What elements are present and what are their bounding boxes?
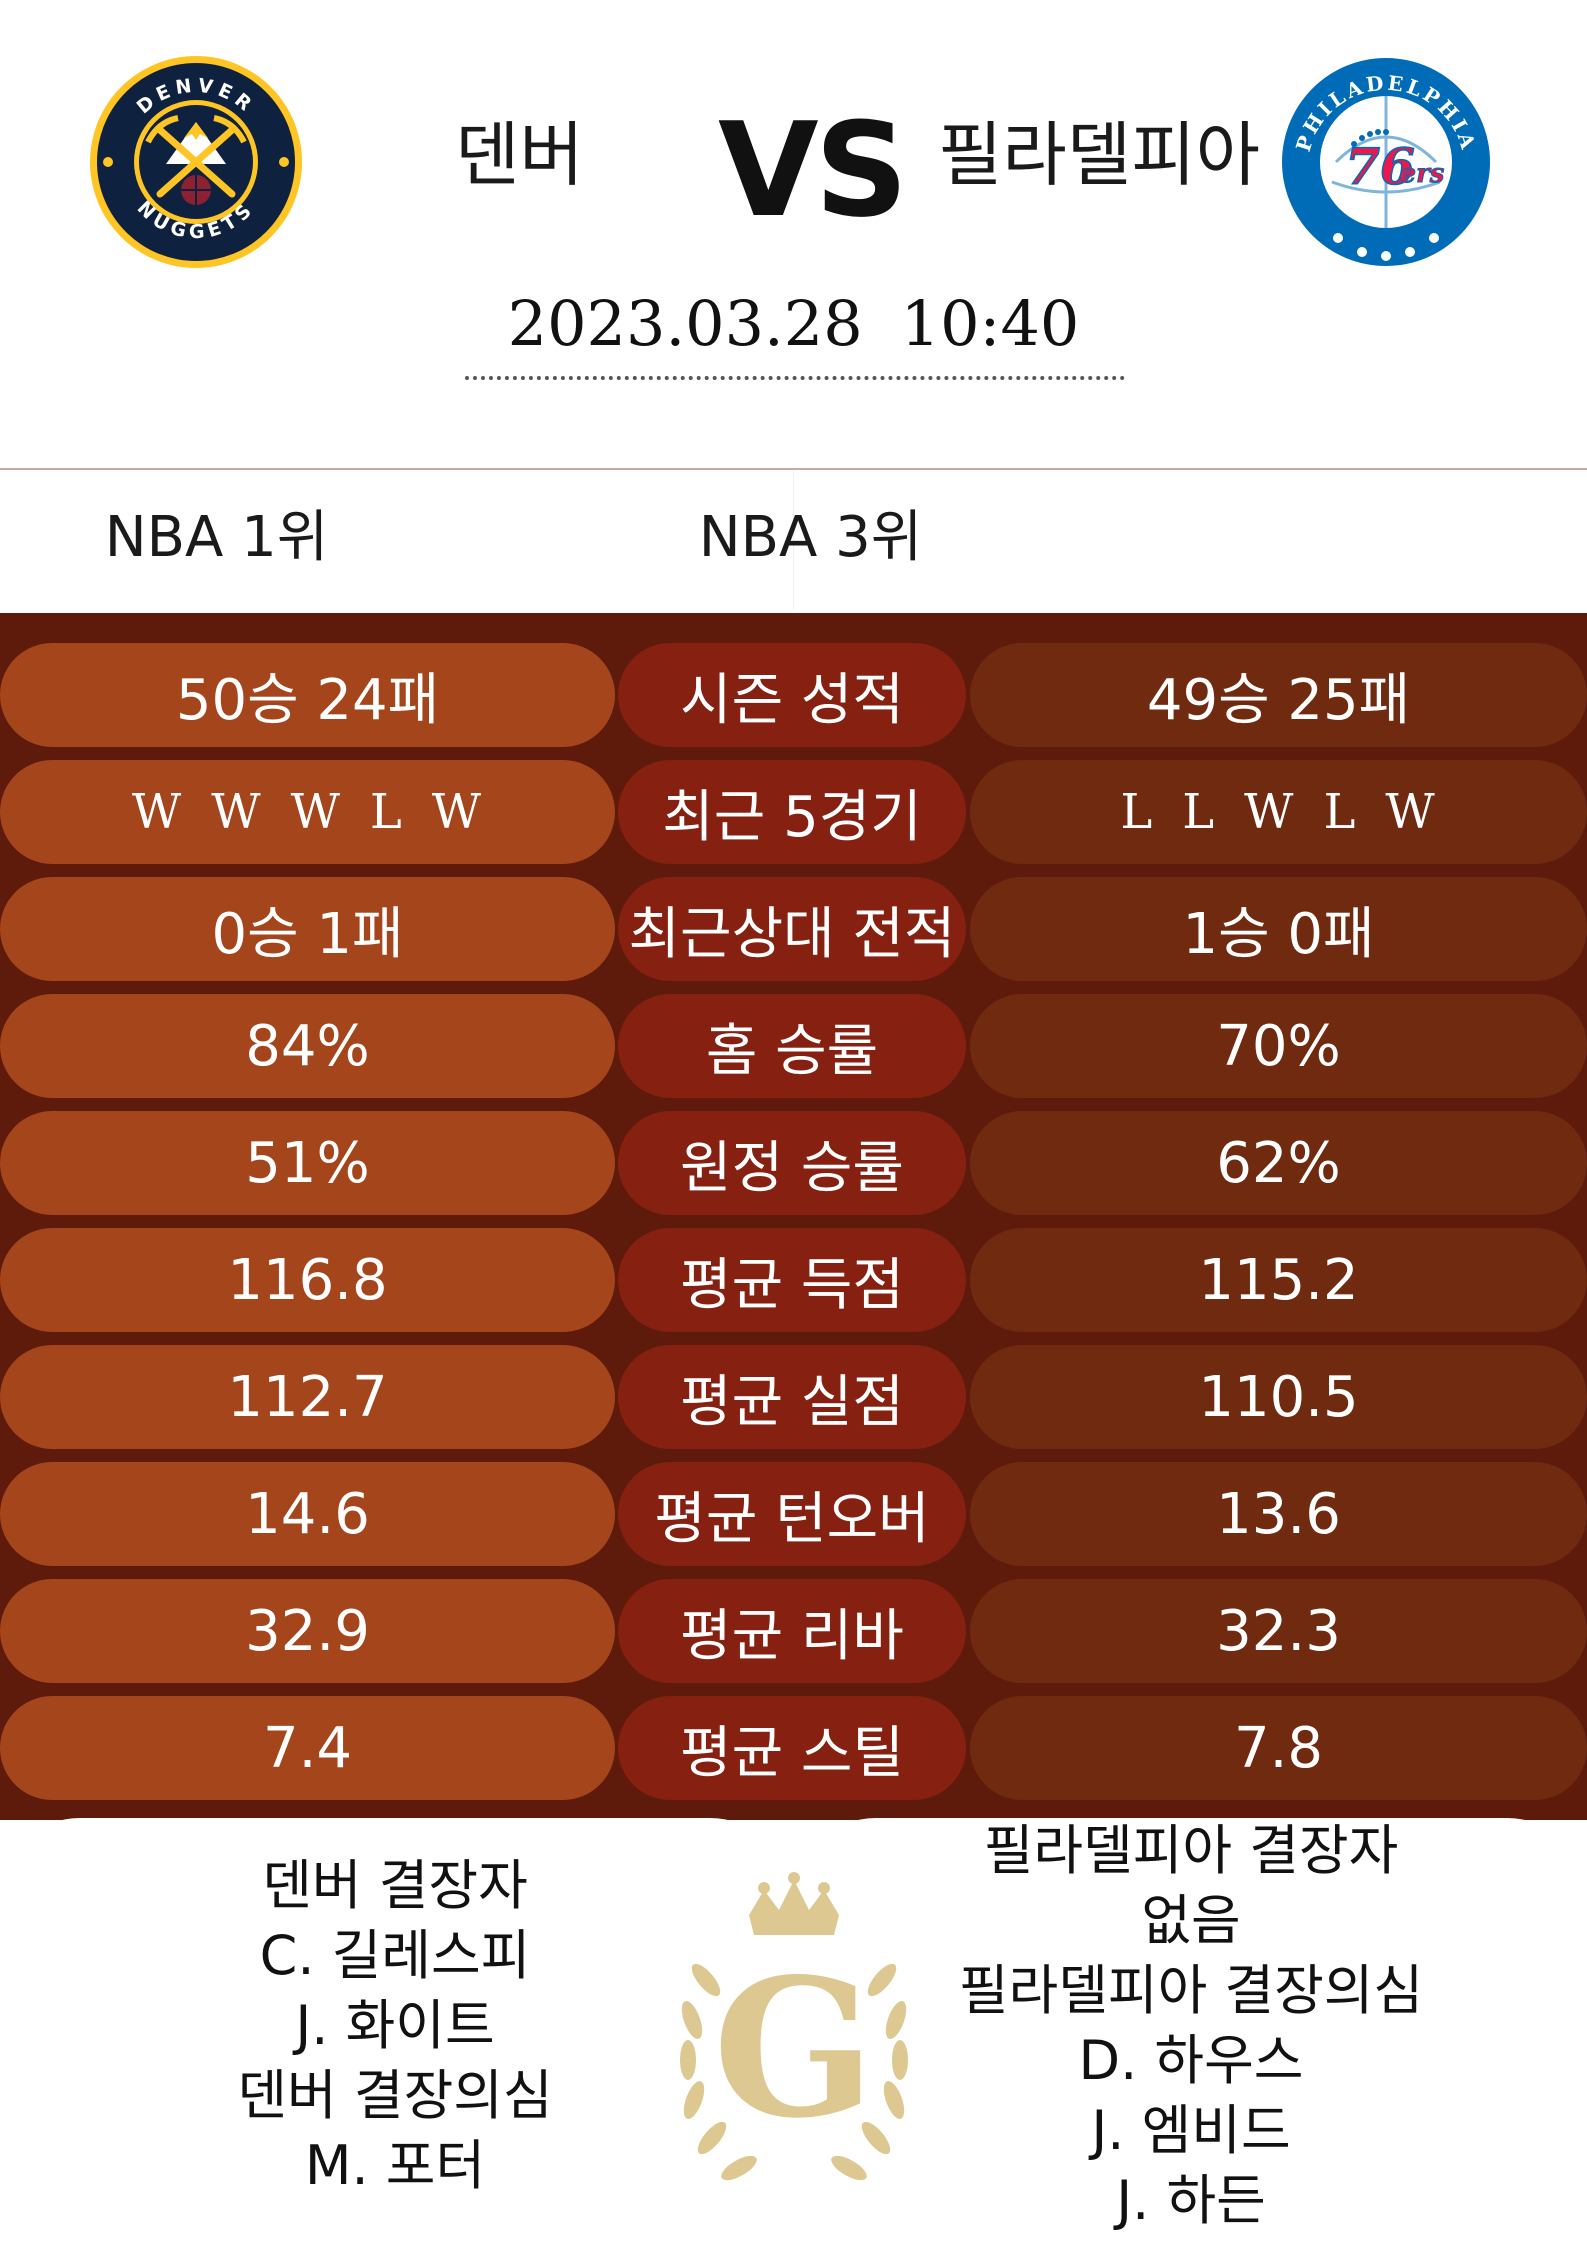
- away-stat-value: 13.6: [970, 1462, 1587, 1566]
- form-result: L: [1323, 784, 1358, 840]
- denver-nuggets-logo: DENVER NUGGETS: [86, 52, 306, 272]
- home-stat-value: 84%: [0, 994, 615, 1098]
- injury-line: J. 엠비드: [1091, 2099, 1291, 2162]
- dotted-divider: [465, 376, 1125, 380]
- home-stat-value: 32.9: [0, 1579, 615, 1683]
- injury-line: J. 하든: [1116, 2169, 1266, 2232]
- form-result: L: [1120, 784, 1155, 840]
- form-result: L: [369, 784, 404, 840]
- form-result: W: [1385, 784, 1437, 840]
- home-rank: NBA 1위: [104, 505, 329, 570]
- stat-row-home-winrate: 84% 홈 승률 70%: [0, 994, 1587, 1098]
- home-injury-list: 덴버 결장자 C. 길레스피 J. 화이트 덴버 결장의심 M. 포터: [80, 1851, 710, 2201]
- away-stat-value: 115.2: [970, 1228, 1587, 1332]
- injury-line: J. 화이트: [295, 1994, 495, 2057]
- form-result: W: [131, 784, 184, 840]
- stat-label: 원정 승률: [618, 1111, 966, 1215]
- away-injury-list: 필라델피아 결장자 없음 필라델피아 결장의심 D. 하우스 J. 엠비드 J.…: [836, 1816, 1546, 2236]
- away-stat-value: 32.3: [970, 1579, 1587, 1683]
- home-stat-value: 50승 24패: [0, 643, 615, 747]
- away-stat-value: 110.5: [970, 1345, 1587, 1449]
- away-rank: NBA 3위: [698, 505, 923, 570]
- stat-label: 시즌 성적: [618, 643, 966, 747]
- stat-row-points-allowed: 112.7 평균 실점 110.5: [0, 1345, 1587, 1449]
- stat-label: 홈 승률: [618, 994, 966, 1098]
- stat-row-steals: 7.4 평균 스틸 7.8: [0, 1696, 1587, 1800]
- away-team-name: 필라델피아: [938, 114, 1260, 196]
- injury-line: 필라델피아 결장자: [983, 1819, 1399, 1882]
- home-stat-value: 7.4: [0, 1696, 615, 1800]
- philadelphia-76ers-logo: PHILADELPHIA 76 ers: [1276, 52, 1496, 272]
- match-date: 2023.03.28: [507, 287, 863, 360]
- away-stat-value: 49승 25패: [970, 643, 1587, 747]
- logo-ers: ers: [1400, 159, 1445, 189]
- match-time: 10:40: [900, 287, 1080, 360]
- injury-line: D. 하우스: [1078, 2029, 1304, 2092]
- away-injury-card: 필라델피아 결장자 없음 필라델피아 결장의심 D. 하우스 J. 엠비드 J.…: [796, 1818, 1587, 2258]
- crown-laurel-emblem: G: [634, 1860, 954, 2220]
- form-result: W: [431, 784, 484, 840]
- stat-label: 평균 실점: [618, 1345, 966, 1449]
- stat-row-head-to-head: 0승 1패 최근상대 전적 1승 0패: [0, 877, 1587, 981]
- stat-row-away-winrate: 51% 원정 승률 62%: [0, 1111, 1587, 1215]
- stat-row-rebounds: 32.9 평균 리바 32.3: [0, 1579, 1587, 1683]
- injury-line: C. 길레스피: [259, 1924, 531, 1987]
- match-datetime: 2023.03.28 10:40: [0, 284, 1587, 364]
- stat-row-season: 50승 24패 시즌 성적 49승 25패: [0, 643, 1587, 747]
- form-result: L: [1182, 784, 1217, 840]
- stat-label: 평균 스틸: [618, 1696, 966, 1800]
- stat-label: 최근 5경기: [618, 760, 966, 864]
- versus-label: VS: [718, 94, 908, 246]
- stat-label: 평균 득점: [618, 1228, 966, 1332]
- form-result: W: [1244, 784, 1296, 840]
- logo-number: 76: [1345, 137, 1415, 196]
- stat-label: 평균 리바: [618, 1579, 966, 1683]
- away-stat-value: 70%: [970, 994, 1587, 1098]
- injury-line: 덴버 결장자: [262, 1854, 528, 1917]
- home-stat-value: 14.6: [0, 1462, 615, 1566]
- away-stat-value: 7.8: [970, 1696, 1587, 1800]
- rank-divider: [793, 470, 794, 610]
- form-result: W: [211, 784, 263, 840]
- stat-label: 최근상대 전적: [618, 877, 966, 981]
- header-divider: [0, 468, 1587, 470]
- injury-line: 덴버 결장의심: [237, 2064, 553, 2127]
- home-stat-value: 0승 1패: [0, 877, 615, 981]
- injury-line: 필라델피아 결장의심: [958, 1959, 1424, 2022]
- home-injury-card: 덴버 결장자 C. 길레스피 J. 화이트 덴버 결장의심 M. 포터: [0, 1818, 790, 2258]
- injury-line: M. 포터: [304, 2134, 486, 2197]
- injury-line: 없음: [1141, 1889, 1241, 1952]
- stat-label: 평균 턴오버: [618, 1462, 966, 1566]
- home-team-name: 덴버: [455, 114, 584, 196]
- away-stat-value: 62%: [970, 1111, 1587, 1215]
- home-stat-value: 51%: [0, 1111, 615, 1215]
- home-stat-value: 112.7: [0, 1345, 615, 1449]
- form-result: W: [290, 784, 342, 840]
- emblem-letter: G: [713, 1937, 875, 2160]
- home-stat-value: 116.8: [0, 1228, 615, 1332]
- stat-row-points: 116.8 평균 득점 115.2: [0, 1228, 1587, 1332]
- away-stat-value: 1승 0패: [970, 877, 1587, 981]
- stat-row-turnovers: 14.6 평균 턴오버 13.6: [0, 1462, 1587, 1566]
